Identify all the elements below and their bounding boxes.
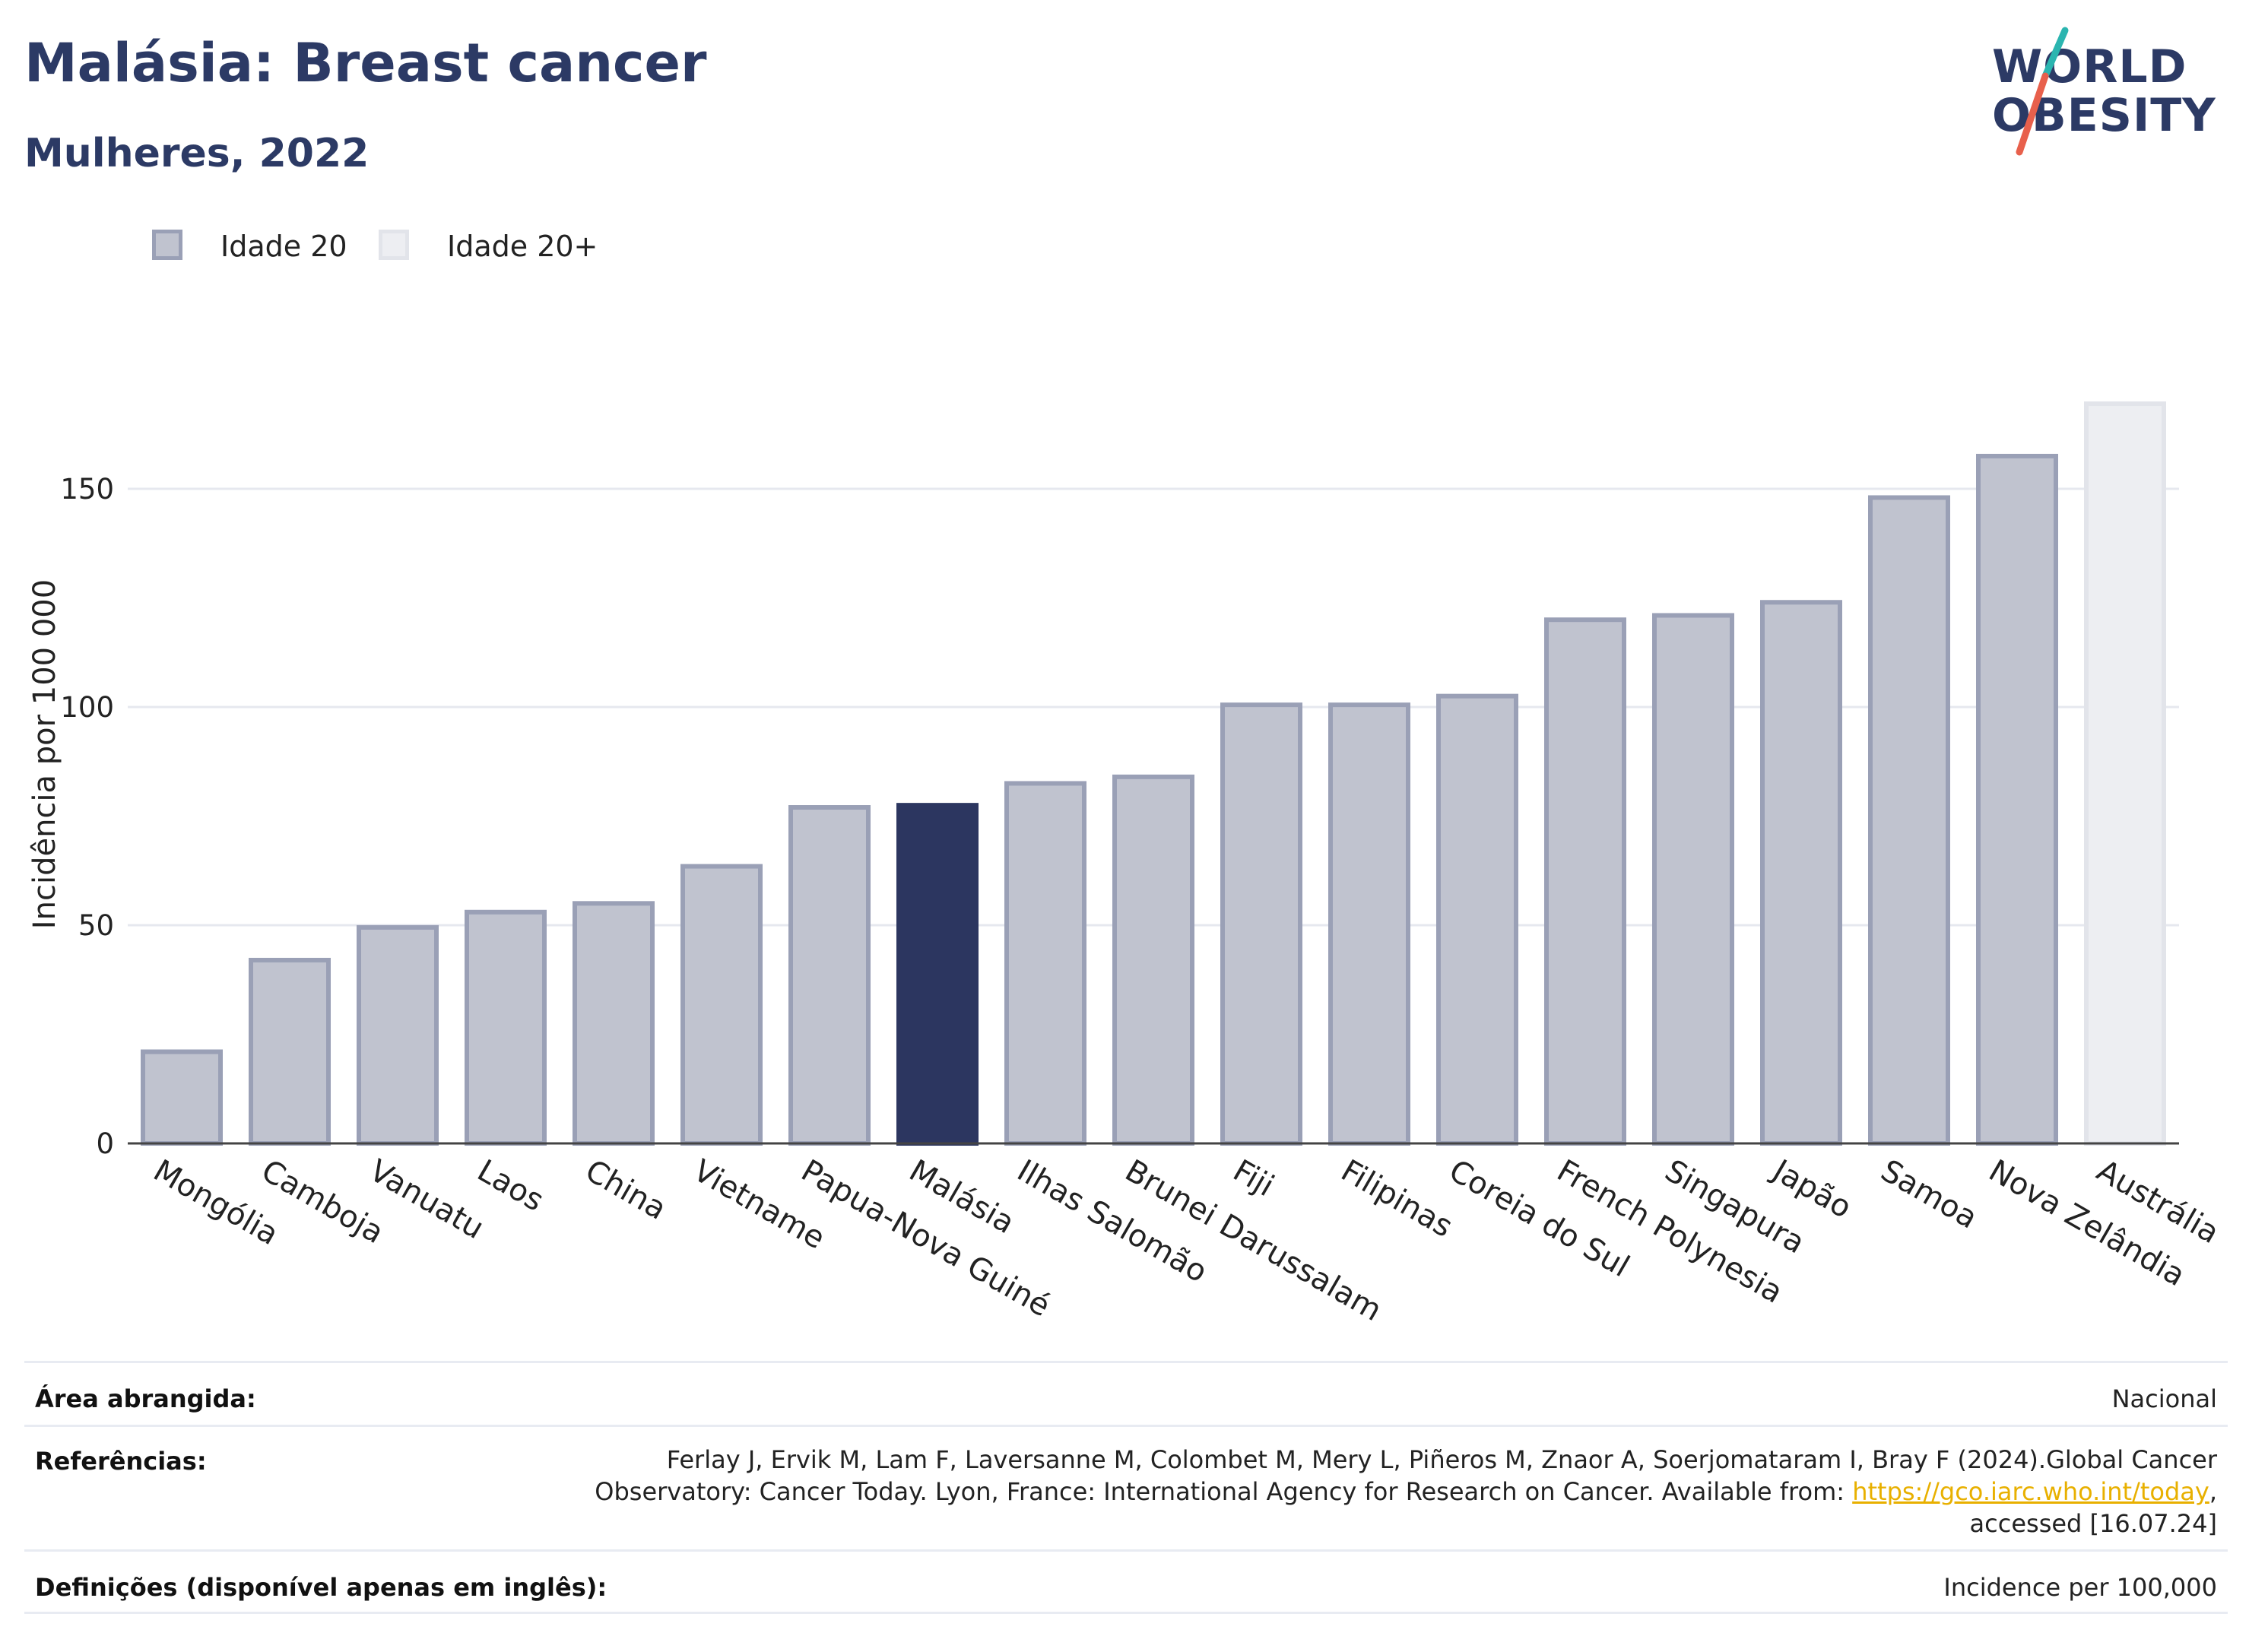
- chart-subtitle: Mulheres, 2022: [24, 131, 370, 176]
- bar-4[interactable]: [573, 901, 655, 1146]
- info-label-area: Área abrangida:: [35, 1384, 256, 1413]
- bar-18[interactable]: [2084, 401, 2166, 1146]
- bar-14[interactable]: [1652, 613, 1734, 1146]
- info-row-area: Área abrangida: Nacional: [24, 1361, 2228, 1424]
- reference-line-2: Observatory: Cancer Today. Lyon, France:…: [595, 1476, 2217, 1508]
- x-tick-label: China: [579, 1153, 672, 1227]
- bar-5[interactable]: [680, 864, 763, 1146]
- y-tick-label: 50: [78, 909, 114, 942]
- x-tick-label: Ilhas Salomão: [1011, 1153, 1213, 1290]
- bar-13[interactable]: [1544, 617, 1626, 1146]
- logo-line-world: WORLD: [1992, 40, 2187, 94]
- reference-link[interactable]: https://gco.iarc.who.int/today: [1852, 1477, 2209, 1506]
- reference-text: Observatory: Cancer Today. Lyon, France:…: [595, 1477, 1853, 1506]
- info-value-area: Nacional: [2111, 1384, 2217, 1413]
- bar-6[interactable]: [788, 805, 871, 1146]
- y-tick-label: 150: [60, 473, 114, 506]
- x-tick-label: Filipinas: [1335, 1153, 1458, 1245]
- bar-11[interactable]: [1328, 702, 1410, 1146]
- legend-label: Idade 20+: [447, 230, 598, 263]
- x-tick-label: Laos: [471, 1153, 550, 1219]
- legend-swatch: [152, 230, 182, 260]
- x-tick-label: Coreia do Sul: [1443, 1153, 1635, 1285]
- bar-8[interactable]: [1004, 781, 1086, 1146]
- info-label-definitions: Definições (disponível apenas em inglês)…: [35, 1573, 607, 1602]
- x-tick-label: Nova Zelândia: [1983, 1153, 2191, 1293]
- y-tick-label: 100: [60, 691, 114, 724]
- bar-12[interactable]: [1436, 693, 1518, 1146]
- reference-line-1: Ferlay J, Ervik M, Lam F, Laversanne M, …: [666, 1445, 2217, 1474]
- bar-17[interactable]: [1976, 453, 2058, 1146]
- reference-text: ,: [2209, 1477, 2217, 1506]
- chart-title: Malásia: Breast cancer: [24, 32, 707, 94]
- bar-7[interactable]: [896, 803, 979, 1146]
- bar-10[interactable]: [1220, 702, 1302, 1146]
- bar-3[interactable]: [465, 909, 547, 1146]
- x-tick-label: Samoa: [1875, 1153, 1983, 1236]
- info-value-definitions: Incidence per 100,000: [1943, 1573, 2217, 1602]
- bar-9[interactable]: [1112, 774, 1194, 1146]
- bar-0[interactable]: [141, 1049, 223, 1146]
- info-bottom-divider: [24, 1612, 2228, 1614]
- y-axis-title: Incidência por 100 000: [27, 579, 62, 929]
- logo-slash-icon: [2016, 27, 2069, 156]
- bar-15[interactable]: [1760, 600, 1842, 1146]
- y-tick-label: 0: [96, 1127, 114, 1160]
- world-obesity-logo: WORLD OBESITY: [1992, 23, 2234, 160]
- x-tick-label: Fiji: [1227, 1153, 1280, 1204]
- info-row-definitions: Definições (disponível apenas em inglês)…: [24, 1549, 2228, 1612]
- bar-16[interactable]: [1868, 495, 1950, 1146]
- info-label-references: Referências:: [35, 1447, 207, 1476]
- info-value-references: Ferlay J, Ervik M, Lam F, Laversanne M, …: [595, 1444, 2217, 1539]
- legend-swatch: [379, 230, 409, 260]
- legend-label: Idade 20: [220, 230, 347, 263]
- info-row-references: Referências: Ferlay J, Ervik M, Lam F, L…: [24, 1425, 2228, 1549]
- reference-line-3: accessed [16.07.24]: [1969, 1509, 2217, 1538]
- bar-1[interactable]: [249, 957, 331, 1146]
- bar-2[interactable]: [357, 924, 439, 1146]
